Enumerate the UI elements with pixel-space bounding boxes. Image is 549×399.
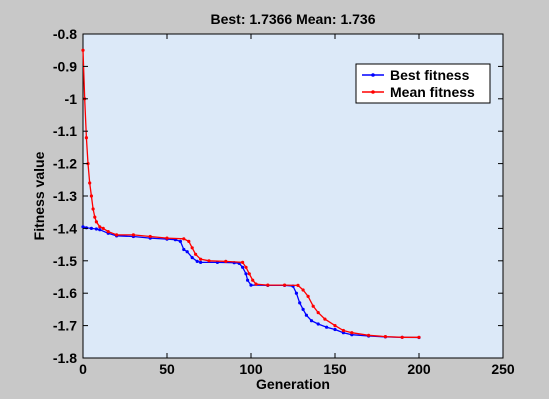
- data-point-mean: [316, 311, 320, 315]
- x-axis-label: Generation: [256, 376, 330, 392]
- y-tick-label: -1.1: [53, 123, 77, 139]
- y-tick-label: -1.6: [53, 285, 77, 301]
- data-point-best: [89, 226, 93, 230]
- data-point-mean: [251, 278, 255, 282]
- y-tick-label: -0.9: [53, 58, 77, 74]
- data-point-mean: [383, 335, 387, 339]
- x-tick-label: 200: [407, 361, 431, 377]
- legend-marker-mean: [371, 90, 375, 94]
- data-point-mean: [89, 194, 93, 198]
- data-point-mean: [91, 207, 95, 211]
- data-point-best: [241, 265, 245, 269]
- data-point-mean: [93, 215, 97, 219]
- data-point-mean: [400, 335, 404, 339]
- series-layer: [81, 48, 421, 340]
- y-tick-label: -1.3: [53, 188, 77, 204]
- y-tick-label: -0.8: [53, 26, 77, 42]
- x-tick-label: 250: [491, 361, 515, 377]
- legend-label-mean: Mean fitness: [390, 84, 475, 100]
- data-point-best: [94, 227, 98, 231]
- data-point-best: [190, 256, 194, 260]
- data-point-best: [84, 226, 88, 230]
- legend-label-best: Best fitness: [390, 67, 470, 83]
- data-point-mean: [84, 136, 88, 140]
- y-tick-label: -1.2: [53, 156, 77, 172]
- data-point-mean: [101, 226, 105, 230]
- data-point-best: [182, 247, 186, 252]
- data-point-best: [185, 250, 189, 254]
- data-point-mean: [187, 239, 191, 243]
- y-tick-label: -1.5: [53, 253, 77, 269]
- legend-box: [355, 63, 491, 104]
- data-point-mean: [311, 304, 315, 308]
- data-point-mean: [131, 233, 135, 237]
- data-point-best: [249, 283, 253, 287]
- data-point-mean: [165, 236, 169, 240]
- data-point-best: [325, 325, 329, 329]
- data-point-mean: [296, 283, 300, 287]
- data-point-best: [244, 272, 248, 276]
- data-point-mean: [98, 225, 102, 229]
- data-point-mean: [266, 283, 270, 287]
- data-point-mean: [323, 317, 327, 321]
- data-point-best: [98, 228, 102, 232]
- ticks-layer: 0 50 100 150 200 250 -0.8 -0.9 -1 -1.1 -1.2 -1.3 -1.…: [53, 26, 515, 377]
- data-point-mean: [115, 233, 119, 237]
- data-point-mean: [244, 265, 248, 269]
- data-point-mean: [106, 230, 110, 234]
- data-point-mean: [224, 259, 228, 263]
- data-point-mean: [199, 257, 203, 261]
- y-axis-label: Fitness value: [31, 151, 47, 240]
- x-tick-label: 150: [323, 361, 347, 377]
- data-point-mean: [81, 48, 85, 52]
- data-point-mean: [88, 181, 92, 185]
- y-tick-label: -1.7: [53, 318, 77, 334]
- data-point-best: [316, 322, 320, 326]
- data-point-mean: [241, 260, 245, 264]
- data-point-best: [199, 260, 203, 264]
- data-point-best: [195, 259, 199, 263]
- y-tick-label: -1.4: [53, 220, 77, 236]
- data-point-mean: [207, 259, 211, 263]
- data-point-best: [294, 291, 298, 295]
- series-mean: [81, 48, 421, 339]
- data-point-mean: [350, 331, 354, 335]
- data-point-best: [341, 331, 345, 335]
- data-point-best: [246, 278, 250, 282]
- legend-marker-best: [371, 73, 375, 77]
- data-point-mean: [148, 234, 152, 239]
- data-point-best: [301, 307, 305, 311]
- data-point-mean: [182, 237, 186, 241]
- data-point-mean: [367, 333, 371, 337]
- data-point-mean: [417, 335, 421, 339]
- y-tick-label: -1: [65, 91, 78, 107]
- data-point-mean: [301, 288, 305, 292]
- data-point-mean: [341, 328, 345, 333]
- data-point-best: [309, 319, 314, 323]
- data-point-mean: [254, 282, 258, 286]
- data-point-mean: [283, 283, 287, 287]
- data-point-best: [298, 301, 302, 305]
- data-point-mean: [190, 246, 194, 250]
- chart-legend: Best fitness Mean fitness: [355, 63, 491, 104]
- data-point-best: [333, 327, 337, 332]
- x-tick-label: 0: [79, 361, 87, 377]
- data-point-mean: [94, 220, 98, 224]
- y-tick-label: -1.8: [53, 350, 77, 366]
- x-tick-label: 50: [159, 361, 175, 377]
- data-point-best: [178, 239, 182, 243]
- x-tick-label: 100: [239, 361, 263, 377]
- data-point-mean: [306, 294, 310, 298]
- data-point-best: [304, 313, 308, 317]
- data-point-best: [81, 225, 85, 229]
- data-point-mean: [247, 272, 251, 276]
- data-point-mean: [333, 324, 337, 328]
- data-point-mean: [194, 252, 198, 256]
- chart-title: Best: 1.7366 Mean: 1.736: [211, 11, 376, 27]
